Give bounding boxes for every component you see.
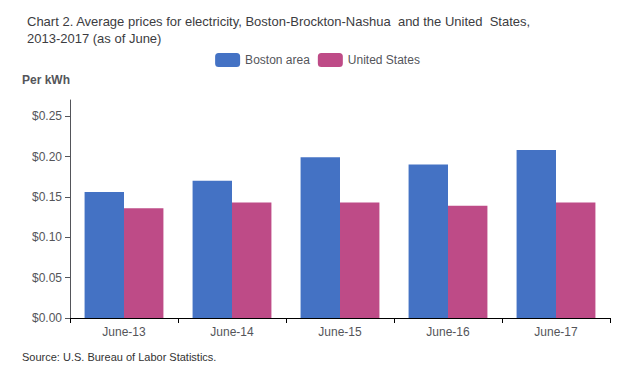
svg-text:Source: U.S. Bureau of Labor S: Source: U.S. Bureau of Labor Statistics.	[22, 351, 216, 363]
svg-text:2013-2017 (as of June): 2013-2017 (as of June)	[27, 31, 161, 46]
svg-text:$0.10: $0.10	[32, 230, 62, 244]
svg-text:$0.15: $0.15	[32, 190, 62, 204]
svg-text:June-16: June-16	[426, 325, 470, 339]
svg-text:United States: United States	[348, 53, 420, 67]
svg-text:Boston area: Boston area	[245, 53, 310, 67]
svg-text:June-17: June-17	[534, 325, 578, 339]
svg-text:Per kWh: Per kWh	[22, 73, 70, 87]
svg-text:$0.00: $0.00	[32, 311, 62, 325]
svg-text:June-15: June-15	[318, 325, 362, 339]
svg-text:June-13: June-13	[102, 325, 146, 339]
svg-text:June-14: June-14	[210, 325, 254, 339]
svg-text:$0.05: $0.05	[32, 271, 62, 285]
svg-text:$0.25: $0.25	[32, 109, 62, 123]
svg-text:Chart 2. Average prices for el: Chart 2. Average prices for electricity,…	[27, 14, 530, 29]
svg-text:$0.20: $0.20	[32, 150, 62, 164]
